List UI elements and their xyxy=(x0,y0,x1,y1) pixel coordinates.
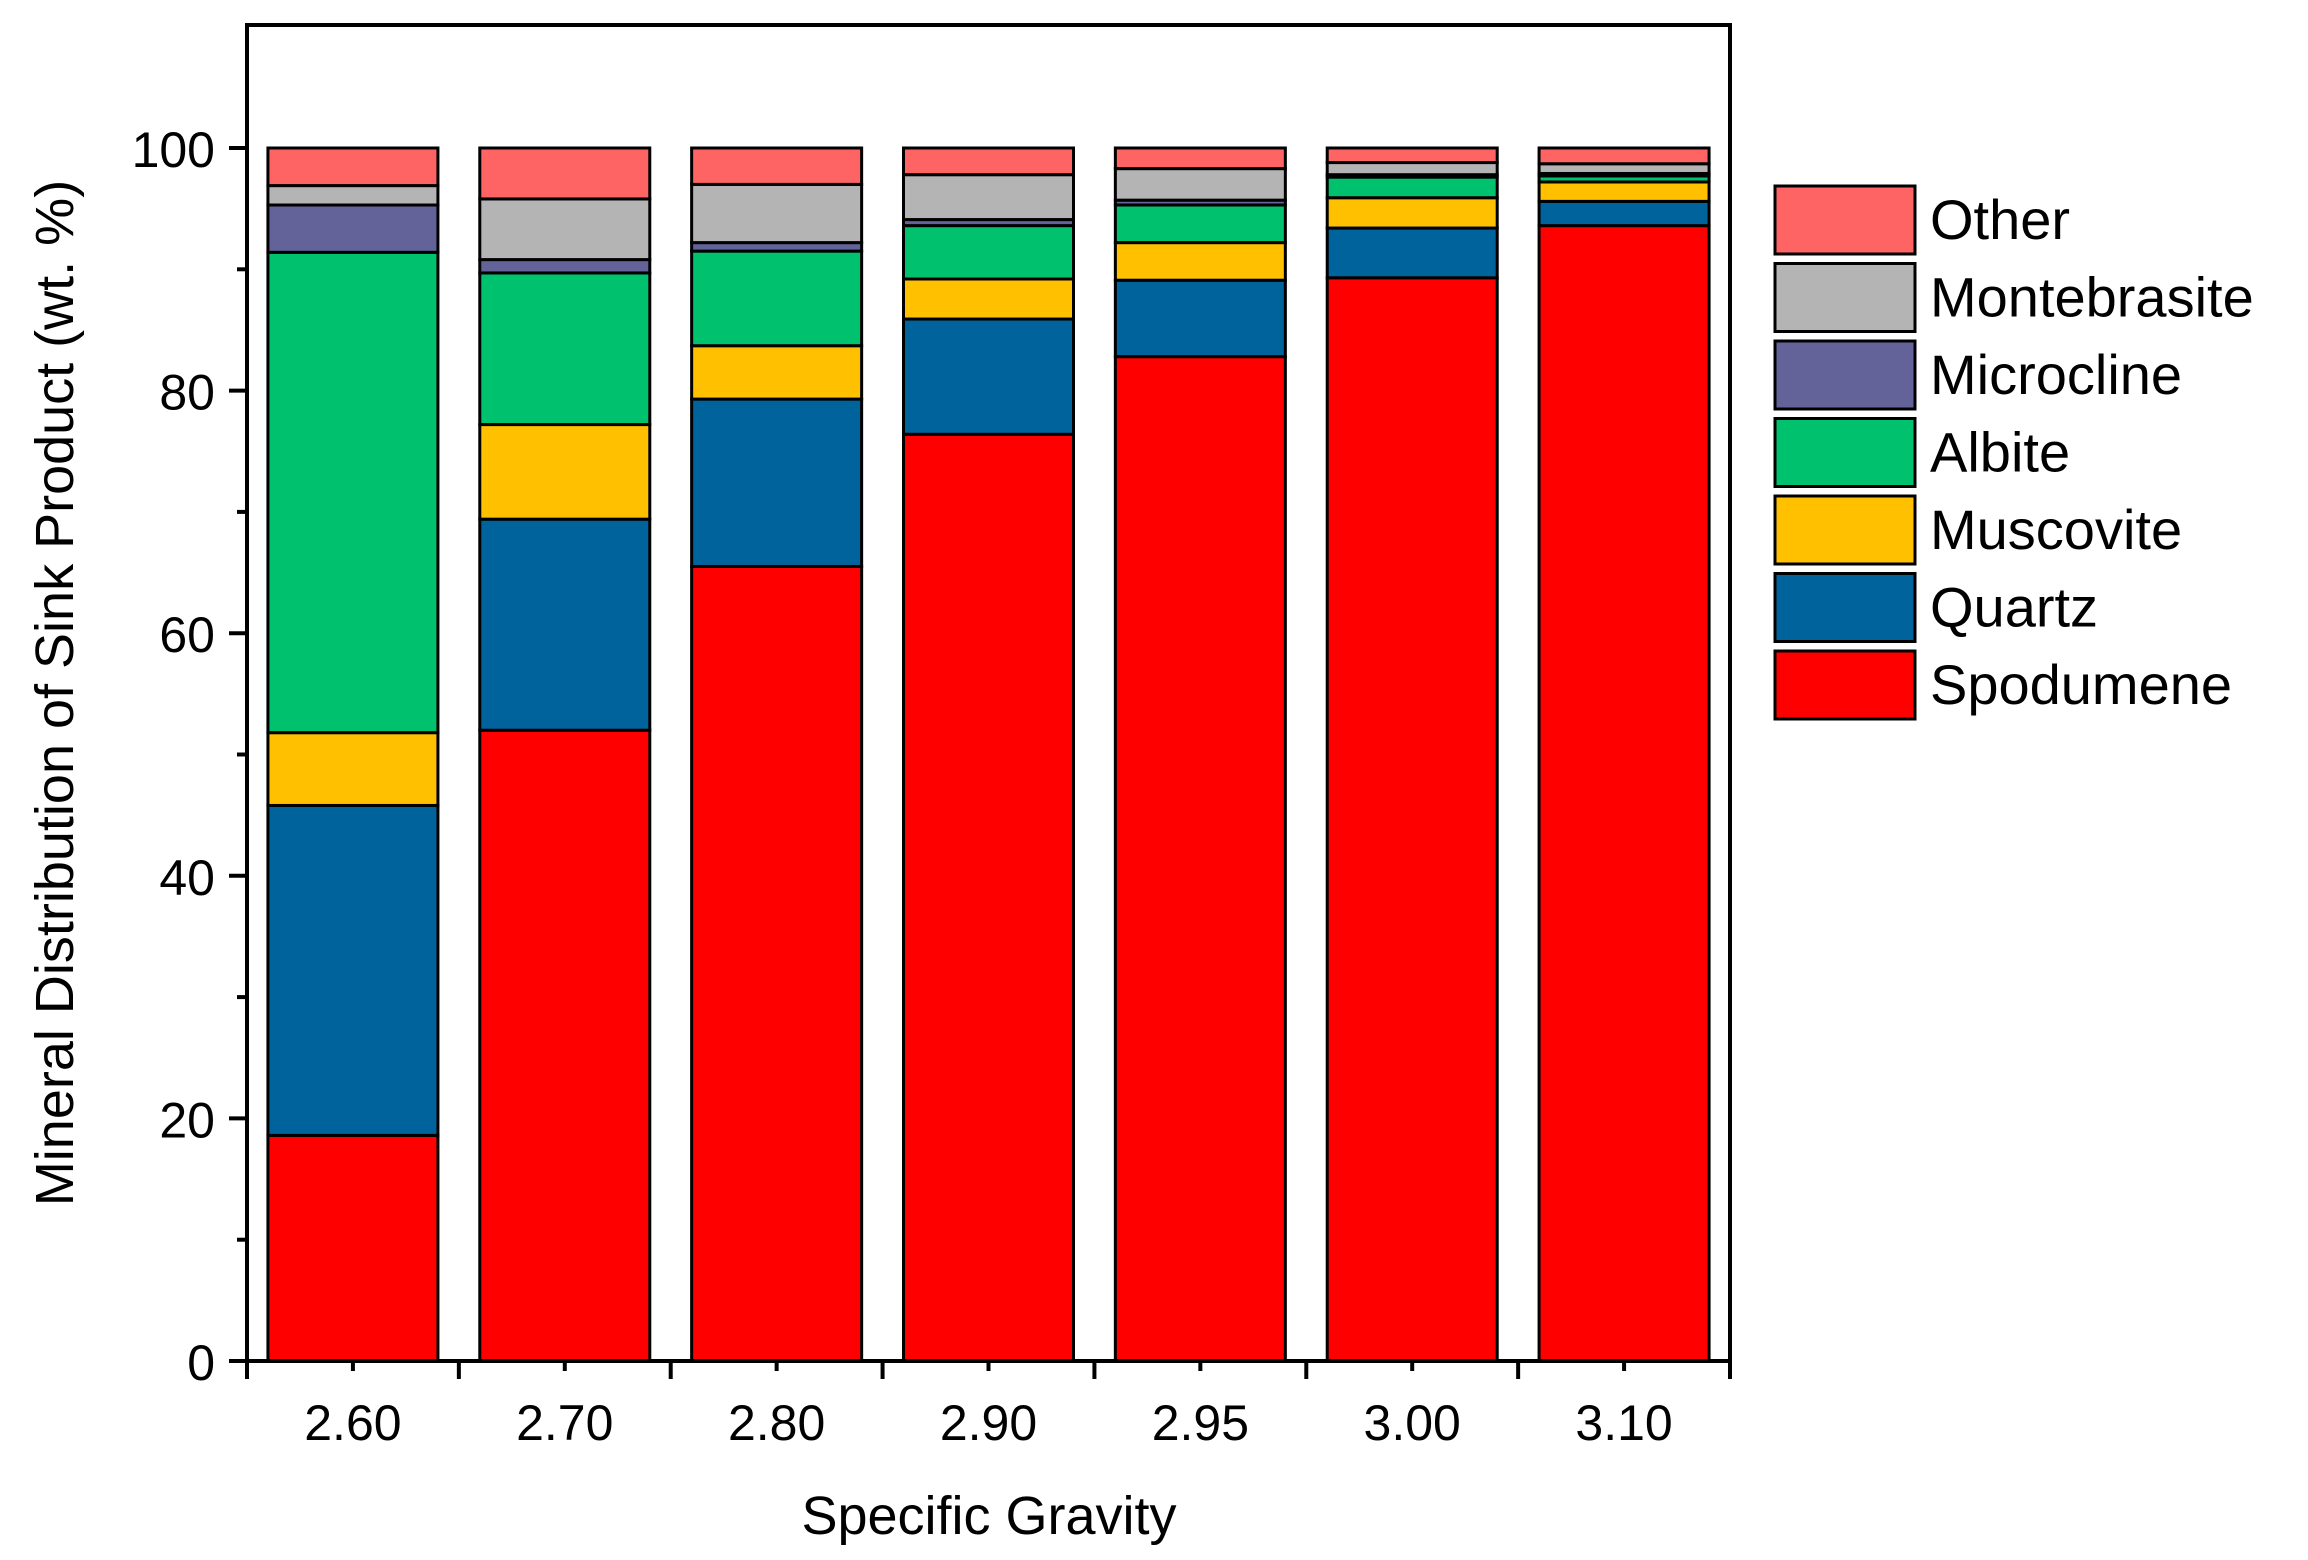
legend-swatch xyxy=(1773,649,1917,721)
x-tick-label: 2.95 xyxy=(1152,1395,1249,1451)
legend-label: Microcline xyxy=(1930,343,2182,406)
bar-montebrasite-3-00 xyxy=(1325,161,1499,177)
legend-item-microcline: Microcline xyxy=(1773,339,2182,411)
bar-stack-2-70 xyxy=(478,146,652,1363)
x-tick-label: 3.00 xyxy=(1364,1395,1461,1451)
legend: Other Montebrasite Microcline Albite Muscovi… xyxy=(1773,184,2254,721)
x-tick-label: 3.10 xyxy=(1575,1395,1672,1451)
y-tick-label: 0 xyxy=(187,1335,215,1391)
legend-item-quartz: Quartz xyxy=(1773,572,2098,643)
bar-albite-2-90 xyxy=(902,224,1075,281)
bar-montebrasite-2-80 xyxy=(690,182,864,245)
bar-albite-2-70 xyxy=(478,271,652,427)
x-axis: 2.60 2.70 2.80 2.90 2.95 3.00 3.10 xyxy=(245,1361,1732,1451)
bar-other-2-60 xyxy=(266,146,440,188)
y-tick-label: 40 xyxy=(159,850,215,906)
legend-item-spodumene: Spodumene xyxy=(1773,649,2232,721)
bar-montebrasite-2-70 xyxy=(478,197,652,262)
legend-label: Montebrasite xyxy=(1930,266,2254,329)
x-tick-label: 2.80 xyxy=(728,1395,825,1451)
legend-item-montebrasite: Montebrasite xyxy=(1773,262,2254,333)
bar-other-2-70 xyxy=(478,146,652,201)
bar-microcline-2-60 xyxy=(266,203,440,254)
legend-label: Spodumene xyxy=(1930,653,2232,716)
bar-stack-2-95 xyxy=(1113,146,1287,1363)
bar-albite-2-80 xyxy=(690,249,864,348)
legend-swatch xyxy=(1773,339,1917,411)
bar-albite-2-95 xyxy=(1113,203,1287,245)
bar-stack-2-60 xyxy=(266,146,440,1363)
bar-other-2-80 xyxy=(690,146,864,186)
bar-spodumene-2-90 xyxy=(902,432,1075,1363)
legend-item-muscovite: Muscovite xyxy=(1773,494,2182,566)
bar-muscovite-3-00 xyxy=(1325,196,1499,230)
legend-swatch xyxy=(1773,184,1917,256)
legend-label: Quartz xyxy=(1930,576,2098,639)
bar-spodumene-2-80 xyxy=(690,564,864,1363)
bar-other-3-10 xyxy=(1537,146,1711,166)
bar-montebrasite-2-90 xyxy=(902,173,1075,222)
bar-spodumene-2-95 xyxy=(1113,355,1287,1363)
bar-montebrasite-2-60 xyxy=(266,184,440,207)
bar-quartz-2-90 xyxy=(902,317,1075,436)
legend-label: Albite xyxy=(1930,421,2070,484)
bar-muscovite-3-10 xyxy=(1537,180,1711,203)
bar-stack-2-80 xyxy=(690,146,864,1363)
y-tick-label: 80 xyxy=(159,365,215,421)
legend-item-other: Other xyxy=(1773,184,2070,256)
y-axis-label: Mineral Distribution of Sink Product (wt… xyxy=(25,180,85,1206)
bar-stacks xyxy=(266,146,1711,1363)
legend-item-albite: Albite xyxy=(1773,417,2070,488)
bar-muscovite-2-95 xyxy=(1113,241,1287,282)
y-tick-label: 100 xyxy=(132,122,215,178)
bar-spodumene-3-00 xyxy=(1325,276,1499,1363)
bar-quartz-2-80 xyxy=(690,397,864,568)
legend-swatch xyxy=(1773,262,1917,333)
bar-quartz-2-60 xyxy=(266,803,440,1137)
bar-stack-3-00 xyxy=(1325,146,1499,1363)
bar-spodumene-2-70 xyxy=(478,728,652,1363)
bar-muscovite-2-70 xyxy=(478,423,652,521)
bar-muscovite-2-60 xyxy=(266,731,440,807)
legend-label: Muscovite xyxy=(1930,498,2182,561)
bar-other-2-95 xyxy=(1113,146,1287,171)
bar-spodumene-3-10 xyxy=(1537,224,1711,1363)
bar-quartz-3-00 xyxy=(1325,226,1499,280)
x-axis-label: Specific Gravity xyxy=(801,1486,1176,1546)
x-tick-label: 2.70 xyxy=(516,1395,613,1451)
bar-spodumene-2-60 xyxy=(266,1133,440,1363)
bar-other-3-00 xyxy=(1325,146,1499,165)
x-tick-label: 2.60 xyxy=(304,1395,401,1451)
bar-quartz-2-70 xyxy=(478,517,652,732)
x-tick-label: 2.90 xyxy=(940,1395,1037,1451)
bar-albite-3-00 xyxy=(1325,175,1499,200)
legend-swatch xyxy=(1773,417,1917,488)
bar-albite-2-60 xyxy=(266,250,440,735)
y-tick-label: 20 xyxy=(159,1092,215,1148)
bar-muscovite-2-90 xyxy=(902,277,1075,321)
bar-quartz-2-95 xyxy=(1113,278,1287,359)
bar-montebrasite-2-95 xyxy=(1113,167,1287,202)
bar-muscovite-2-80 xyxy=(690,344,864,401)
legend-swatch xyxy=(1773,494,1917,566)
bar-stack-3-10 xyxy=(1537,146,1711,1363)
bar-microcline-2-70 xyxy=(478,258,652,275)
y-tick-label: 60 xyxy=(159,607,215,663)
y-axis: 0 20 40 60 80 100 xyxy=(132,122,247,1391)
legend-swatch xyxy=(1773,572,1917,643)
bar-quartz-3-10 xyxy=(1537,199,1711,228)
bar-stack-2-90 xyxy=(902,146,1075,1363)
legend-label: Other xyxy=(1930,188,2070,251)
bar-other-2-90 xyxy=(902,146,1075,177)
